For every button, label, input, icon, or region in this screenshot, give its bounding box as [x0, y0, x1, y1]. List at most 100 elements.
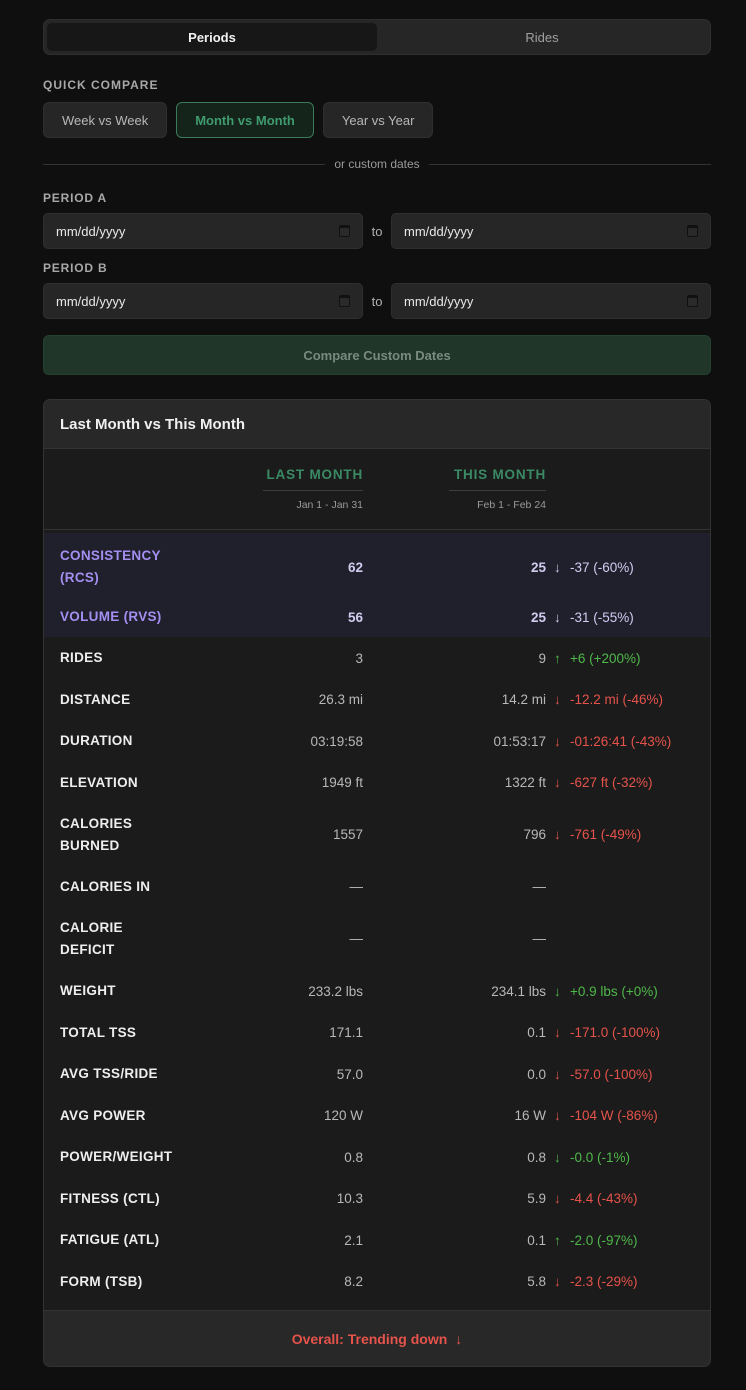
year-vs-year-button[interactable]: Year vs Year — [322, 102, 434, 138]
table-row: AVG TSS/RIDE 57.0 0.0 ↓ -57.0 (-100%) — [44, 1053, 710, 1095]
period-compare-panel: Periods Rides QUICK COMPARE Week vs Week… — [43, 19, 711, 1367]
tab-rides[interactable]: Rides — [525, 29, 559, 45]
trend-arrow-icon: ↓ — [554, 1025, 561, 1040]
value-a: 57.0 — [336, 1066, 363, 1082]
column-headers: LAST MONTH Jan 1 - Jan 31 THIS MONTH Feb… — [44, 449, 710, 530]
period-b-row: mm/dd/yyyy to mm/dd/yyyy — [43, 283, 711, 319]
delta: ↓ -31 (-55%) — [554, 610, 634, 625]
week-vs-week-button[interactable]: Week vs Week — [43, 102, 168, 138]
delta-value: +0.9 lbs (+0%) — [570, 983, 658, 999]
to-text: to — [371, 223, 383, 239]
table-row: WEIGHT 233.2 lbs 234.1 lbs ↓ +0.9 lbs (+0… — [44, 970, 710, 1012]
date-placeholder: mm/dd/yyyy — [404, 223, 474, 239]
date-placeholder: mm/dd/yyyy — [56, 293, 126, 309]
value-b: 0.1 — [527, 1025, 546, 1040]
value-b: 0.8 — [527, 1149, 546, 1165]
calendar-icon[interactable] — [687, 295, 698, 307]
delta: ↓ -627 ft (-32%) — [554, 775, 653, 790]
trend-arrow-icon: ↓ — [554, 609, 561, 625]
delta-value: -627 ft (-32%) — [570, 775, 653, 790]
value-a: 233.2 lbs — [308, 983, 363, 999]
period-b-start-date-input[interactable]: mm/dd/yyyy — [43, 283, 363, 319]
delta: ↓ -57.0 (-100%) — [554, 1067, 653, 1082]
metric-label: VOLUME (RVS) — [60, 609, 162, 624]
delta-value: -31 (-55%) — [570, 609, 634, 625]
column-a-range: Jan 1 - Jan 31 — [296, 499, 363, 511]
delta: ↓ -4.4 (-43%) — [554, 1191, 638, 1206]
calendar-icon[interactable] — [339, 295, 350, 307]
table-row: CALORIES BURNED 1557 796 ↓ -761 (-49%) — [44, 803, 710, 866]
metric-label: FORM (TSB) — [60, 1273, 143, 1289]
compare-custom-dates-button[interactable]: Compare Custom Dates — [43, 335, 711, 375]
date-placeholder: mm/dd/yyyy — [56, 223, 126, 239]
value-b: 25 — [530, 559, 546, 575]
delta-value: -171.0 (-100%) — [570, 1025, 661, 1040]
delta-value: -37 (-60%) — [570, 559, 634, 575]
tab-periods[interactable]: Periods — [47, 23, 377, 51]
period-b-end-date-input[interactable]: mm/dd/yyyy — [391, 283, 711, 319]
trend-arrow-icon: ↑ — [554, 650, 561, 666]
delta-value: -104 W (-86%) — [570, 1108, 658, 1123]
trend-arrow-icon: ↓ — [554, 775, 561, 790]
trend-arrow-icon: ↓ — [554, 559, 561, 575]
month-vs-month-button[interactable]: Month vs Month — [176, 102, 314, 138]
delta: ↓ -171.0 (-100%) — [554, 1025, 660, 1040]
period-a-start-date-input[interactable]: mm/dd/yyyy — [43, 213, 363, 249]
trend-arrow-icon: ↓ — [554, 1149, 561, 1165]
metric-label: FATIGUE (ATL) — [60, 1232, 160, 1247]
metric-label: CONSISTENCY (RCS) — [60, 548, 161, 585]
table-row: POWER/WEIGHT 0.8 0.8 ↓ -0.0 (-1%) — [44, 1136, 710, 1178]
value-a: 10.3 — [336, 1191, 363, 1206]
metric-label: RIDES — [60, 650, 103, 665]
divider-line — [428, 163, 711, 165]
column-b-header: THIS MONTH Feb 1 - Feb 24 — [449, 467, 546, 511]
metric-label: CALORIE DEFICIT — [60, 919, 123, 957]
overall-trend: Overall: Trending down ↓ — [44, 1310, 710, 1366]
value-a: — — [349, 931, 364, 946]
metrics-table: CONSISTENCY (RCS) 62 25 ↓ -37 (-60%) VOLU… — [44, 530, 710, 1310]
value-a: 0.8 — [344, 1149, 363, 1165]
divider-text: or custom dates — [334, 157, 420, 171]
period-a-end-date-input[interactable]: mm/dd/yyyy — [391, 213, 711, 249]
metric-label: AVG TSS/RIDE — [60, 1066, 158, 1081]
value-a: 2.1 — [344, 1232, 363, 1248]
calendar-icon[interactable] — [339, 225, 350, 237]
metric-label: ELEVATION — [60, 774, 138, 790]
table-row: TOTAL TSS 171.1 0.1 ↓ -171.0 (-100%) — [44, 1012, 710, 1053]
metric-label: DURATION — [60, 733, 133, 748]
table-row: FORM (TSB) 8.2 5.8 ↓ -2.3 (-29%) — [44, 1261, 710, 1302]
value-b: 234.1 lbs — [491, 983, 546, 999]
trend-arrow-icon: ↓ — [554, 733, 561, 749]
value-b: 9 — [538, 650, 546, 666]
quick-compare-group: Week vs Week Month vs Month Year vs Year — [43, 102, 711, 138]
table-row: DISTANCE 26.3 mi 14.2 mi ↓ -12.2 mi (-46%… — [44, 679, 710, 720]
value-b: 1322 ft — [504, 775, 546, 790]
custom-dates-divider: or custom dates — [43, 157, 711, 171]
table-row: DURATION 03:19:58 01:53:17 ↓ -01:26:41 (-… — [44, 720, 710, 762]
table-row: RIDES 3 9 ↑ +6 (+200%) — [44, 637, 710, 679]
column-b-range: Feb 1 - Feb 24 — [477, 499, 546, 511]
table-row: AVG POWER 120 W 16 W ↓ -104 W (-86%) — [44, 1095, 710, 1136]
delta: ↓ -0.0 (-1%) — [554, 1150, 630, 1165]
delta: ↓ -12.2 mi (-46%) — [554, 692, 663, 707]
column-b-title: THIS MONTH — [449, 467, 546, 491]
delta-value: -12.2 mi (-46%) — [570, 692, 664, 707]
period-a-label: PERIOD A — [43, 191, 107, 205]
delta: ↓ -104 W (-86%) — [554, 1108, 658, 1123]
value-a: 1557 — [332, 827, 363, 842]
table-row: CALORIE DEFICIT — — — [44, 907, 710, 970]
delta-value: -57.0 (-100%) — [570, 1066, 653, 1082]
trend-arrow-icon: ↓ — [554, 1066, 561, 1082]
metric-label: POWER/WEIGHT — [60, 1149, 173, 1164]
value-a: 1949 ft — [321, 775, 363, 790]
metric-label: CALORIES BURNED — [60, 815, 133, 853]
metric-label: AVG POWER — [60, 1107, 146, 1123]
value-b: 25 — [530, 609, 546, 625]
value-b: 01:53:17 — [493, 733, 546, 749]
quick-compare-label: QUICK COMPARE — [43, 78, 159, 92]
metric-label: CALORIES IN — [60, 878, 151, 894]
calendar-icon[interactable] — [687, 225, 698, 237]
value-b: 796 — [523, 827, 546, 842]
value-a: 171.1 — [329, 1025, 363, 1040]
trend-arrow-icon: ↓ — [554, 827, 561, 842]
